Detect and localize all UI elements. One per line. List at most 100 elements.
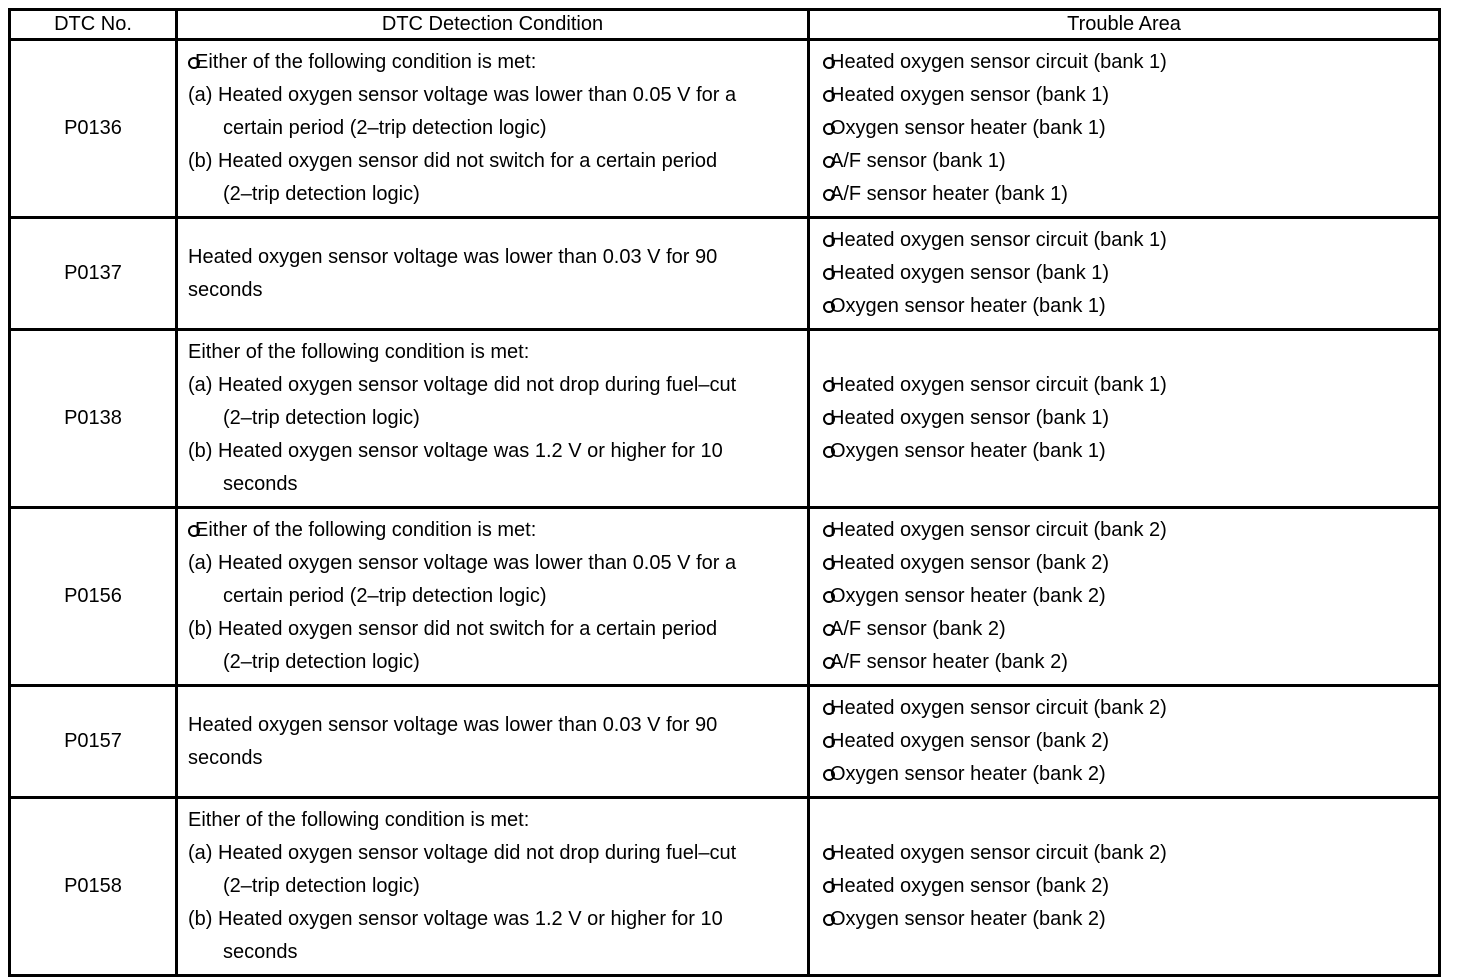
trouble-area-text: Heated oxygen sensor circuit (bank 2) (830, 842, 1167, 864)
condition-text: Either of the following condition is met… (188, 809, 530, 831)
dtc-no-cell: P0136 (8, 38, 178, 219)
condition-text: Either of the following condition is met… (188, 341, 530, 363)
trouble-area-text: Heated oxygen sensor (bank 2) (830, 730, 1110, 752)
condition-line: (b) Heated oxygen sensor voltage was 1.2… (188, 435, 801, 468)
condition-text: Either of the following condition is met… (195, 519, 537, 541)
trouble-area-cell: Heated oxygen sensor circuit (bank 1) Hea… (807, 38, 1441, 219)
trouble-area-item: Heated oxygen sensor circuit (bank 2) (823, 692, 1432, 725)
circle-bullet-icon (823, 525, 835, 537)
dtc-table-header: DTC No. DTC Detection Condition Trouble … (8, 8, 1441, 41)
dtc-no-cell: P0158 (8, 796, 178, 977)
detection-condition-cell: Either of the following condition is met… (175, 506, 810, 687)
trouble-area-item: Heated oxygen sensor (bank 1) (823, 402, 1432, 435)
trouble-area-text: Oxygen sensor heater (bank 1) (830, 440, 1106, 462)
trouble-area-text: Oxygen sensor heater (bank 1) (830, 295, 1106, 317)
trouble-area-item: Heated oxygen sensor circuit (bank 1) (823, 224, 1432, 257)
condition-line: Either of the following condition is met… (188, 514, 801, 547)
condition-text: seconds (188, 278, 263, 301)
detection-condition-cell: Heated oxygen sensor voltage was lower t… (175, 684, 810, 799)
circle-bullet-icon (823, 301, 835, 313)
trouble-area-text: Oxygen sensor heater (bank 1) (830, 117, 1106, 139)
circle-bullet-icon (823, 703, 835, 715)
circle-bullet-icon (823, 57, 835, 69)
trouble-area-item: Heated oxygen sensor (bank 2) (823, 547, 1432, 580)
trouble-area-item: Oxygen sensor heater (bank 2) (823, 580, 1432, 613)
table-row: P0158 Either of the following condition i… (8, 796, 1441, 977)
trouble-area-text: Heated oxygen sensor circuit (bank 1) (830, 374, 1167, 396)
trouble-area-text: Heated oxygen sensor circuit (bank 2) (830, 519, 1167, 541)
column-header-dtc-no: DTC No. (8, 8, 178, 41)
detection-condition-cell: Either of the following condition is met… (175, 38, 810, 219)
condition-line: (b) Heated oxygen sensor did not switch … (188, 145, 801, 178)
condition-line: (a) Heated oxygen sensor voltage was low… (188, 79, 801, 112)
circle-bullet-icon (823, 769, 835, 781)
trouble-area-item: Oxygen sensor heater (bank 1) (823, 112, 1432, 145)
condition-line: Heated oxygen sensor voltage was lower t… (188, 709, 801, 742)
trouble-area-text: Heated oxygen sensor (bank 1) (830, 262, 1110, 284)
circle-bullet-icon (823, 446, 835, 458)
condition-text: (2–trip detection logic) (223, 183, 420, 205)
circle-bullet-icon (188, 57, 200, 69)
condition-line: (2–trip detection logic) (188, 178, 801, 211)
dtc-no-cell: P0157 (8, 684, 178, 799)
condition-text: (b) Heated oxygen sensor voltage was 1.2… (188, 908, 723, 930)
condition-text: seconds (188, 746, 263, 769)
trouble-area-text: Oxygen sensor heater (bank 2) (830, 763, 1106, 785)
trouble-area-cell: Heated oxygen sensor circuit (bank 2) Hea… (807, 506, 1441, 687)
condition-line: seconds (188, 742, 801, 775)
condition-text: (b) Heated oxygen sensor did not switch … (188, 150, 718, 172)
condition-line: (a) Heated oxygen sensor voltage did not… (188, 369, 801, 402)
table-row: P0138 Either of the following condition i… (8, 328, 1441, 509)
condition-line: (b) Heated oxygen sensor did not switch … (188, 613, 801, 646)
dtc-no-cell: P0156 (8, 506, 178, 687)
condition-text: (a) Heated oxygen sensor voltage was low… (188, 552, 737, 574)
condition-line: Either of the following condition is met… (188, 336, 801, 369)
circle-bullet-icon (823, 881, 835, 893)
circle-bullet-icon (823, 268, 835, 280)
trouble-area-item: A/F sensor (bank 1) (823, 145, 1432, 178)
condition-text: certain period (2–trip detection logic) (223, 585, 547, 607)
trouble-area-item: Heated oxygen sensor circuit (bank 1) (823, 46, 1432, 79)
condition-text: (2–trip detection logic) (223, 651, 420, 673)
condition-text: seconds (223, 941, 298, 963)
circle-bullet-icon (823, 156, 835, 168)
condition-text: (a) Heated oxygen sensor voltage was low… (188, 84, 737, 106)
trouble-area-cell: Heated oxygen sensor circuit (bank 1) Hea… (807, 328, 1441, 509)
condition-line: (2–trip detection logic) (188, 870, 801, 903)
condition-text: (2–trip detection logic) (223, 407, 420, 429)
trouble-area-item: Oxygen sensor heater (bank 2) (823, 903, 1432, 936)
trouble-area-item: Oxygen sensor heater (bank 2) (823, 758, 1432, 791)
condition-line: (2–trip detection logic) (188, 646, 801, 679)
trouble-area-text: Heated oxygen sensor (bank 2) (830, 552, 1110, 574)
condition-line: Either of the following condition is met… (188, 46, 801, 79)
circle-bullet-icon (823, 189, 835, 201)
condition-line: seconds (188, 468, 801, 501)
trouble-area-item: Heated oxygen sensor (bank 2) (823, 725, 1432, 758)
circle-bullet-icon (823, 235, 835, 247)
circle-bullet-icon (823, 736, 835, 748)
condition-text: certain period (2–trip detection logic) (223, 117, 547, 139)
trouble-area-item: Heated oxygen sensor (bank 1) (823, 79, 1432, 112)
condition-line: (a) Heated oxygen sensor voltage was low… (188, 547, 801, 580)
column-header-detection-condition: DTC Detection Condition (175, 8, 810, 41)
trouble-area-text: A/F sensor heater (bank 1) (830, 183, 1068, 205)
trouble-area-item: Oxygen sensor heater (bank 1) (823, 290, 1432, 323)
dtc-no-cell: P0138 (8, 328, 178, 509)
detection-condition-cell: Either of the following condition is met… (175, 796, 810, 977)
condition-line: (a) Heated oxygen sensor voltage did not… (188, 837, 801, 870)
trouble-area-text: A/F sensor (bank 1) (830, 150, 1006, 172)
condition-line: seconds (188, 274, 801, 307)
trouble-area-item: Heated oxygen sensor circuit (bank 2) (823, 514, 1432, 547)
condition-line: Either of the following condition is met… (188, 804, 801, 837)
trouble-area-text: Heated oxygen sensor circuit (bank 1) (830, 51, 1167, 73)
table-row: P0157 Heated oxygen sensor voltage was lo… (8, 684, 1441, 799)
table-row: P0136 Either of the following condition i… (8, 38, 1441, 219)
trouble-area-text: Oxygen sensor heater (bank 2) (830, 585, 1106, 607)
trouble-area-text: Oxygen sensor heater (bank 2) (830, 908, 1106, 930)
condition-line: seconds (188, 936, 801, 969)
circle-bullet-icon (823, 380, 835, 392)
circle-bullet-icon (823, 624, 835, 636)
trouble-area-item: A/F sensor heater (bank 2) (823, 646, 1432, 679)
trouble-area-cell: Heated oxygen sensor circuit (bank 1) Hea… (807, 216, 1441, 331)
circle-bullet-icon (823, 413, 835, 425)
